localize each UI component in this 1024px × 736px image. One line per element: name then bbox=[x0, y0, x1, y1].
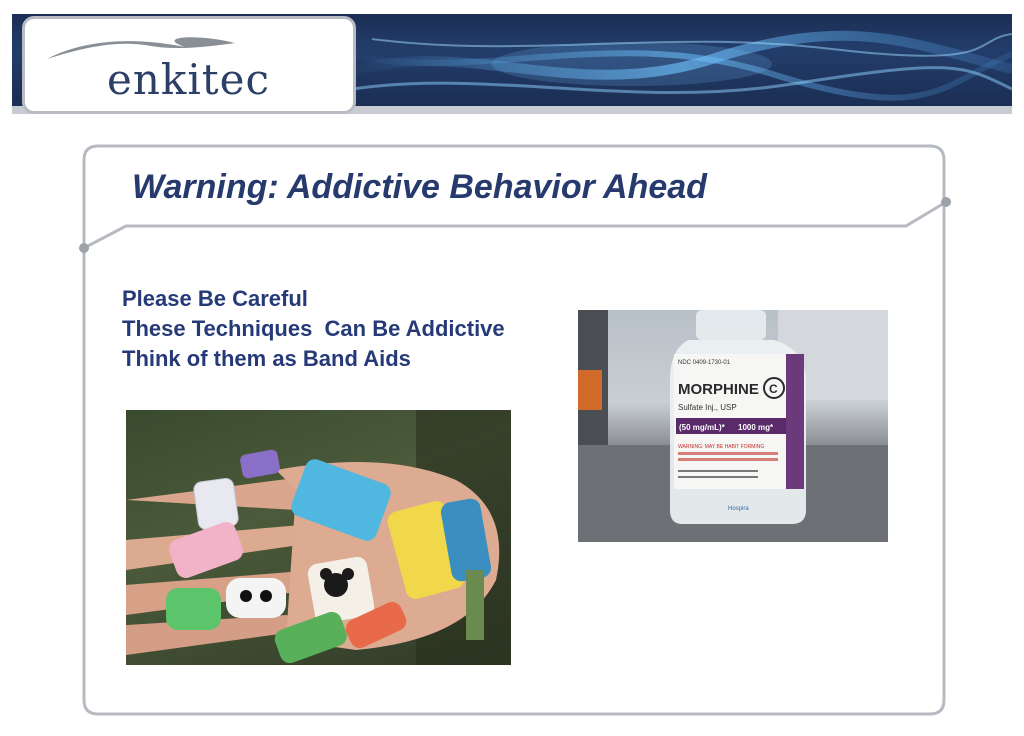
banner-underline bbox=[12, 106, 1012, 114]
bullet-line: These Techniques Can Be Addictive bbox=[122, 316, 505, 341]
hand-illustration bbox=[126, 410, 511, 665]
vial-total: 1000 mg* bbox=[738, 423, 774, 432]
slide-title: Warning: Addictive Behavior Ahead bbox=[132, 168, 707, 206]
bullet-list: Please Be Careful These Techniques Can B… bbox=[122, 284, 505, 374]
vial-maker: Hospira bbox=[728, 506, 749, 512]
vial-brand: MORPHINE bbox=[678, 381, 759, 398]
bullet-line: Think of them as Band Aids bbox=[122, 346, 411, 371]
vial-subtitle: Sulfate Inj., USP bbox=[678, 403, 737, 412]
vial-warning: WARNING: MAY BE HABIT FORMING bbox=[678, 444, 764, 450]
vial-ndc: NDC 0409-1730-01 bbox=[678, 360, 731, 366]
bullet-line: Please Be Careful bbox=[122, 286, 308, 311]
logo-swoosh-icon bbox=[47, 37, 235, 59]
vial-concentration: (50 mg/mL)* bbox=[679, 423, 726, 432]
morphine-vial-photo: NDC 0409-1730-01 MORPHINE C Sulfate Inj.… bbox=[578, 310, 888, 542]
vial-illustration: NDC 0409-1730-01 MORPHINE C Sulfate Inj.… bbox=[578, 310, 888, 542]
logo-wordmark: enkitec bbox=[107, 55, 271, 104]
banner-wave-graphic bbox=[340, 30, 1012, 101]
vial-schedule: C bbox=[769, 382, 778, 396]
logo-box: enkitec bbox=[22, 16, 356, 114]
band-aid-hand-photo bbox=[126, 410, 511, 665]
